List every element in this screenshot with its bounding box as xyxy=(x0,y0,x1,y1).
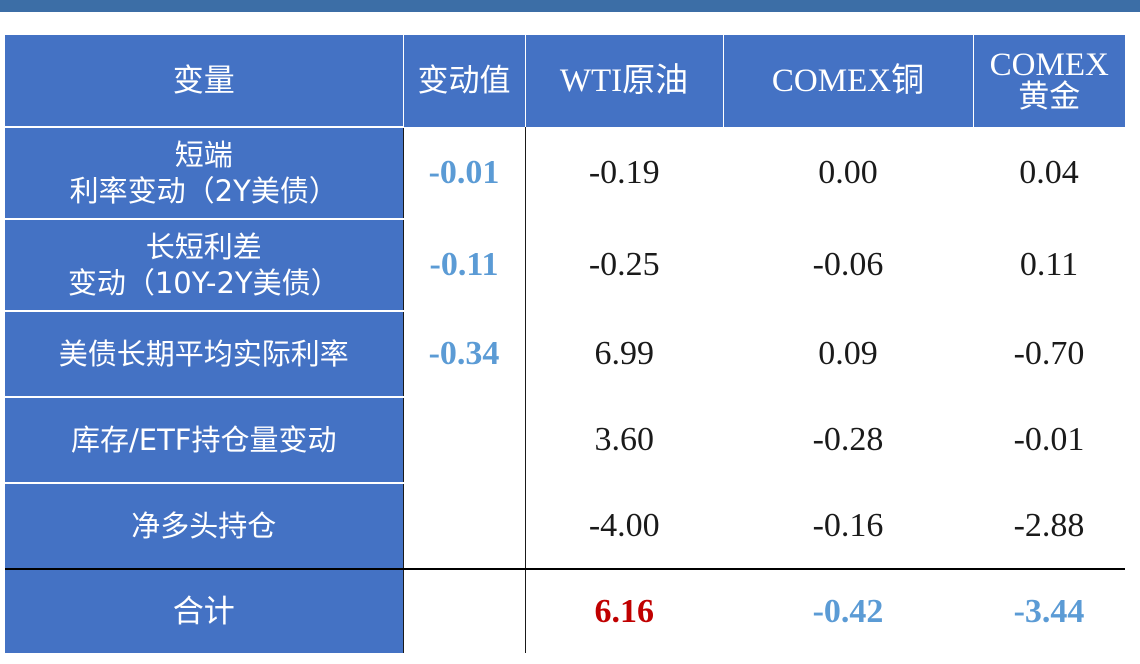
wti-value: -4.00 xyxy=(588,506,660,544)
table-row: 短端 利率变动（2Y美债） -0.01 -0.19 0.00 0.04 xyxy=(5,126,1125,219)
table-row: 美债长期平均实际利率 -0.34 6.99 0.09 -0.70 xyxy=(5,310,1125,397)
row-label: 库存/ETF持仓量变动 xyxy=(5,396,403,483)
header-gold: COMEX 黄金 xyxy=(973,35,1125,127)
gold-value: -0.01 xyxy=(1013,421,1085,458)
wti-value: 3.60 xyxy=(594,421,655,458)
total-copper-value: -0.42 xyxy=(723,568,973,653)
row-label: 长短利差 变动（10Y-2Y美债） xyxy=(5,218,403,311)
header-variable: 变量 xyxy=(5,35,404,127)
total-gold-value: -3.44 xyxy=(973,568,1125,653)
row-label-line1: 美债长期平均实际利率 xyxy=(58,337,349,371)
table-row: 净多头持仓 -4.00 -0.16 -2.88 xyxy=(5,482,1125,569)
row-label-line1: 库存/ETF持仓量变动 xyxy=(71,423,337,457)
header-row: 变量 变动值 WTI原油 COMEX铜 COMEX 黄金 xyxy=(5,35,1125,127)
row-label-line1: 短端 xyxy=(174,138,233,172)
change-value xyxy=(402,397,526,483)
table-row: 长短利差 变动（10Y-2Y美债） -0.11 -0.25 -0.06 0.11 xyxy=(5,218,1125,311)
row-label-line2: 利率变动（2Y美债） xyxy=(69,174,338,208)
top-bar xyxy=(0,0,1140,12)
total-label: 合计 xyxy=(5,568,403,653)
copper-value: -0.28 xyxy=(812,421,884,458)
copper-value: -0.16 xyxy=(812,506,884,544)
factor-contribution-table: 变量 变动值 WTI原油 COMEX铜 COMEX 黄金 短端 利率变动（2Y美… xyxy=(5,35,1125,653)
gold-value: 0.04 xyxy=(1019,154,1079,191)
header-wti: WTI原油 xyxy=(525,35,724,127)
total-row: 合计 6.16 -0.42 -3.44 xyxy=(5,568,1125,653)
change-value: -0.11 xyxy=(402,219,526,311)
wti-value: -0.25 xyxy=(588,246,660,283)
change-value xyxy=(402,483,526,569)
row-label: 短端 利率变动（2Y美债） xyxy=(5,126,403,219)
row-label-line1: 净多头持仓 xyxy=(131,509,277,543)
copper-value: 0.00 xyxy=(818,154,878,191)
row-label-line1: 长短利差 xyxy=(145,230,262,264)
copper-value: 0.09 xyxy=(818,335,878,372)
header-gold-line2: 黄金 xyxy=(1018,79,1081,115)
row-label-line2: 变动（10Y-2Y美债） xyxy=(67,266,340,300)
gold-value: 0.11 xyxy=(1019,246,1079,283)
header-gold-line1: COMEX xyxy=(989,47,1109,83)
gold-value: -2.88 xyxy=(1013,506,1085,544)
row-label: 美债长期平均实际利率 xyxy=(5,310,403,397)
row-label: 净多头持仓 xyxy=(5,482,403,569)
total-change-value xyxy=(402,568,526,653)
change-value: -0.01 xyxy=(402,127,526,219)
wti-value: 6.99 xyxy=(594,335,655,372)
wti-value: -0.19 xyxy=(588,154,660,191)
table-row: 库存/ETF持仓量变动 3.60 -0.28 -0.01 xyxy=(5,396,1125,483)
gold-value: -0.70 xyxy=(1013,335,1085,372)
header-copper: COMEX铜 xyxy=(723,35,974,127)
copper-value: -0.06 xyxy=(812,246,884,283)
change-value: -0.34 xyxy=(402,311,526,397)
header-change: 变动值 xyxy=(403,35,526,127)
total-wti-value: 6.16 xyxy=(525,568,723,653)
